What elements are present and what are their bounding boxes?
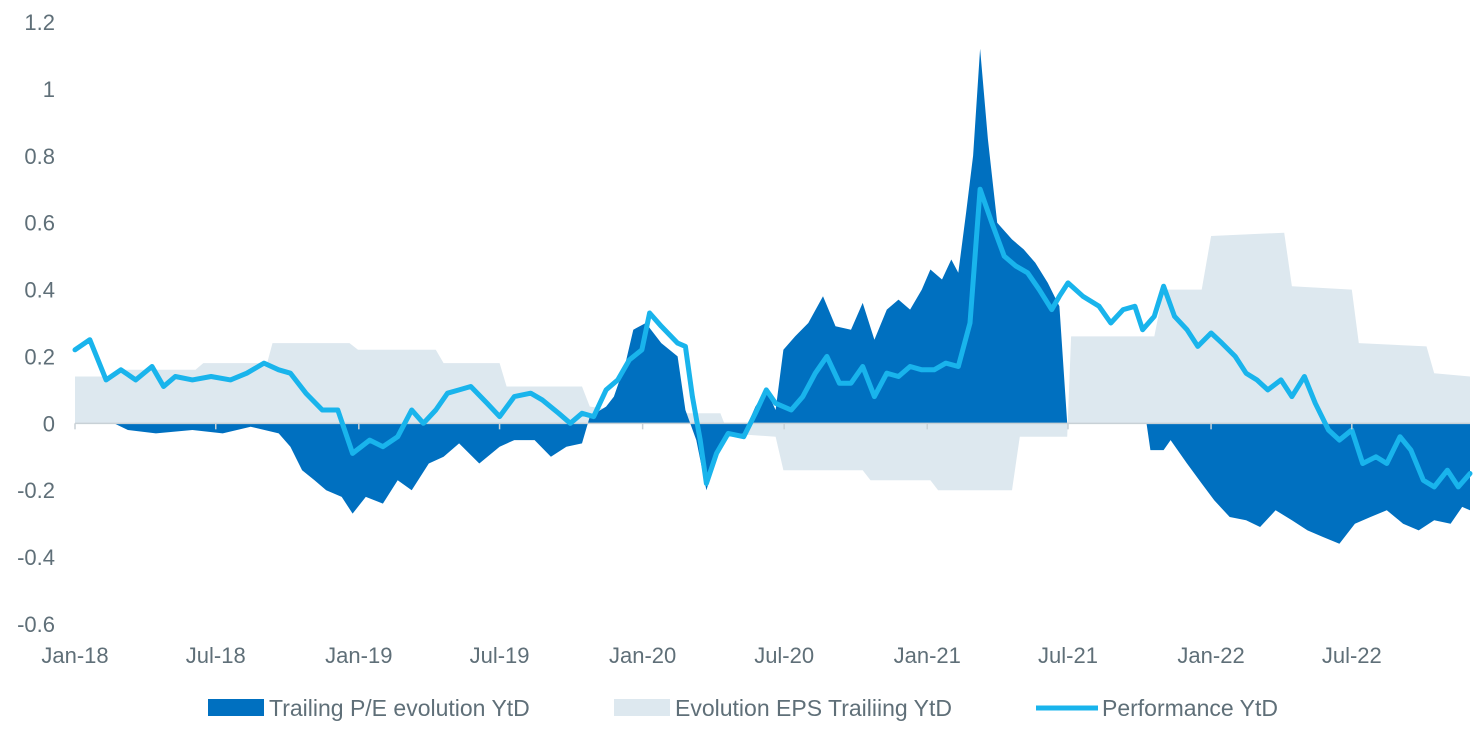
y-tick-label: 1.2 [24, 10, 55, 35]
legend-item-evolution-eps-trailiing-ytd: Evolution EPS Trailiing YtD [614, 695, 952, 721]
x-tick-label: Jul-19 [470, 643, 530, 668]
y-axis-ticks: 1.2 1 0.8 0.6 0.4 0.2 0 -0.2 -0.4 -0.6 [17, 10, 55, 637]
legend: Trailing P/E evolution YtD Evolution EPS … [208, 695, 1278, 721]
y-tick-label: -0.2 [17, 478, 55, 503]
legend-swatch [208, 699, 264, 716]
y-tick-label: -0.4 [17, 545, 55, 570]
y-tick-label: 0.2 [24, 344, 55, 369]
y-tick-label: 0.6 [24, 211, 55, 236]
line-performance-ytd [72, 186, 1473, 490]
legend-swatch [614, 699, 670, 716]
legend-label: Trailing P/E evolution YtD [269, 695, 530, 721]
legend-item-performance-ytd: Performance YtD [1036, 695, 1278, 721]
x-tick-label: Jul-22 [1322, 643, 1382, 668]
x-tick-label: Jul-20 [754, 643, 814, 668]
legend-label: Evolution EPS Trailiing YtD [675, 695, 952, 721]
area-trailing-p-e-evolution-ytd [75, 48, 1470, 544]
area-evolution-eps-trailiing-ytd [75, 232, 1470, 491]
y-tick-label: 0.8 [24, 144, 55, 169]
chart-areas [75, 48, 1470, 544]
y-tick-label: -0.6 [17, 612, 55, 637]
x-tick-label: Jul-18 [186, 643, 246, 668]
x-tick-label: Jan-18 [41, 643, 108, 668]
x-axis-ticks: Jan-18 Jul-18 Jan-19 Jul-19 Jan-20 Jul-20 Jan-… [41, 423, 1382, 668]
chart-lines [72, 186, 1473, 490]
x-tick-label: Jan-22 [1177, 643, 1244, 668]
x-tick-label: Jan-21 [894, 643, 961, 668]
y-tick-label: 0.4 [24, 278, 55, 303]
x-tick-label: Jan-20 [609, 643, 676, 668]
x-tick-label: Jul-21 [1038, 643, 1098, 668]
y-tick-label: 0 [43, 411, 55, 436]
legend-label: Performance YtD [1102, 695, 1278, 721]
x-tick-label: Jan-19 [325, 643, 392, 668]
y-tick-label: 1 [43, 77, 55, 102]
legend-item-trailing-p-e-evolution-ytd: Trailing P/E evolution YtD [208, 695, 530, 721]
